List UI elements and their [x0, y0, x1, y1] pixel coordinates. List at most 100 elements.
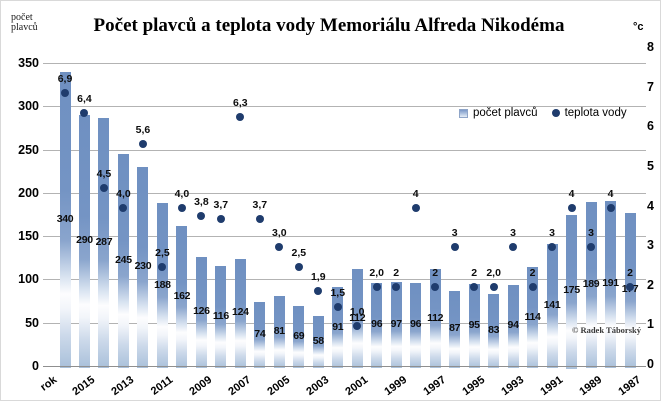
swimmer-count-bar [449, 290, 461, 369]
temperature-label: 5,6 [135, 124, 151, 137]
swimmer-count-label: 95 [468, 318, 480, 331]
swimmer-count-label: 96 [371, 318, 383, 331]
gridline [43, 322, 646, 324]
swimmer-count-bar [410, 282, 422, 369]
swimmer-count-bar [254, 301, 266, 369]
left-axis-tick-label: 50 [25, 315, 39, 330]
temperature-dot [61, 88, 69, 97]
temperature-dot [236, 112, 245, 121]
swimmer-count-bar [312, 315, 324, 369]
x-axis-tick-label: 1991 [538, 373, 566, 399]
temperature-dot [333, 302, 342, 311]
swimmer-count-label: 141 [543, 298, 561, 311]
swimmer-count-label: 81 [273, 324, 285, 337]
swimmer-count-label: 188 [154, 278, 171, 291]
temperature-label: 3 [451, 227, 458, 240]
swimmer-count-bar [507, 284, 519, 369]
temperature-label: 4,5 [96, 167, 112, 180]
swimmer-count-label: 58 [312, 334, 324, 347]
temperature-dot [255, 215, 264, 224]
swimmer-count-bar [429, 269, 441, 369]
right-axis-tick-label: 0 [647, 357, 654, 371]
temperature-label: 3,7 [252, 199, 268, 212]
swimmer-count-label: 112 [427, 311, 444, 324]
right-axis-tick-label: 7 [647, 79, 654, 94]
swimmer-count-label: 87 [449, 322, 461, 335]
temperature-label: 4,0 [116, 187, 131, 200]
temperature-label: 6,9 [57, 72, 73, 85]
swimmer-count-bar [351, 269, 363, 369]
temperature-dot [528, 282, 537, 291]
legend-label-swimmers: počet plavců [473, 107, 538, 119]
temperature-label: 2 [432, 266, 439, 279]
x-axis-tick-label: 1995 [460, 373, 488, 399]
swimmer-count-label: 83 [488, 324, 500, 337]
legend-item-temperature: teplota vody [551, 107, 627, 119]
left-axis-tick-label: 0 [32, 359, 39, 373]
temperature-dot [489, 282, 498, 291]
left-axis-tick-label: 200 [18, 185, 39, 200]
right-axis-tick-label: 4 [647, 198, 654, 213]
temperature-dot [372, 282, 381, 291]
swimmer-count-label: 94 [507, 319, 519, 332]
left-axis-tick-label: 100 [18, 272, 39, 287]
temperature-dot [99, 183, 108, 192]
swimmer-count-bar [371, 282, 383, 369]
swimmer-count-bar [605, 200, 617, 369]
swimmer-count-bar [293, 306, 305, 369]
swimmer-count-bar [390, 282, 402, 369]
x-axis-tick-label: 2011 [149, 373, 176, 398]
swimmer-count-label: 91 [332, 320, 344, 333]
legend-label-temperature: teplota vody [564, 107, 627, 119]
swimmer-count-bar [468, 283, 480, 369]
temperature-dot [470, 282, 479, 291]
swimmer-count-bar [332, 287, 344, 369]
temperature-label: 2,0 [369, 266, 385, 279]
temperature-label: 2,0 [486, 266, 501, 279]
chart-title: Počet plavců a teplota vody Memoriálu Al… [93, 15, 565, 36]
swimmer-count-bar [234, 258, 246, 369]
temperature-dot [606, 203, 615, 212]
right-axis-tick-label: 5 [647, 159, 654, 173]
x-axis-tick-label: 1989 [577, 373, 605, 399]
temperature-label: 4 [607, 187, 614, 200]
temperature-dot [509, 243, 518, 252]
left-axis-tick-label: 300 [18, 99, 39, 114]
temperature-dot [587, 243, 596, 252]
swimmer-count-bar [195, 256, 207, 369]
left-axis-label-line2: plavců [11, 22, 38, 33]
swimmer-count-bar [215, 265, 227, 369]
temperature-label: 3,7 [213, 199, 229, 212]
swimmer-count-label: 340 [56, 212, 74, 225]
left-axis-tick-label: 250 [18, 142, 39, 157]
swimmer-count-bar [585, 202, 597, 369]
temperature-dot [275, 243, 284, 252]
temperature-dot [411, 203, 420, 212]
temperature-label: 1,5 [330, 286, 346, 299]
swimmer-count-label: 112 [349, 311, 366, 324]
swimmer-count-label: 290 [76, 234, 93, 247]
x-axis-tick-label: 1987 [616, 373, 644, 399]
swimmer-count-bar [137, 166, 149, 369]
temperature-dot [197, 211, 206, 220]
gridline [43, 106, 646, 108]
temperature-dot [314, 286, 323, 295]
left-axis-tick-label: 350 [18, 56, 39, 70]
legend-item-swimmers: počet plavců [459, 107, 538, 119]
temperature-label: 2 [393, 266, 400, 279]
swimmer-count-label: 97 [390, 318, 402, 330]
temperature-dot [392, 282, 401, 291]
legend: počet plavců teplota vody [459, 107, 627, 119]
temperature-dot [450, 243, 459, 252]
temperature-label: 1,9 [310, 270, 326, 283]
swimmer-count-bar [527, 267, 539, 369]
temperature-dot [158, 263, 167, 271]
gridline [43, 279, 646, 281]
swimmer-count-bar [566, 214, 578, 369]
dot-swatch-icon [551, 109, 560, 117]
temperature-dot [80, 108, 89, 117]
temperature-label: 2 [627, 266, 633, 279]
gridline [43, 149, 646, 151]
x-axis-tick-label: 1999 [382, 373, 410, 399]
